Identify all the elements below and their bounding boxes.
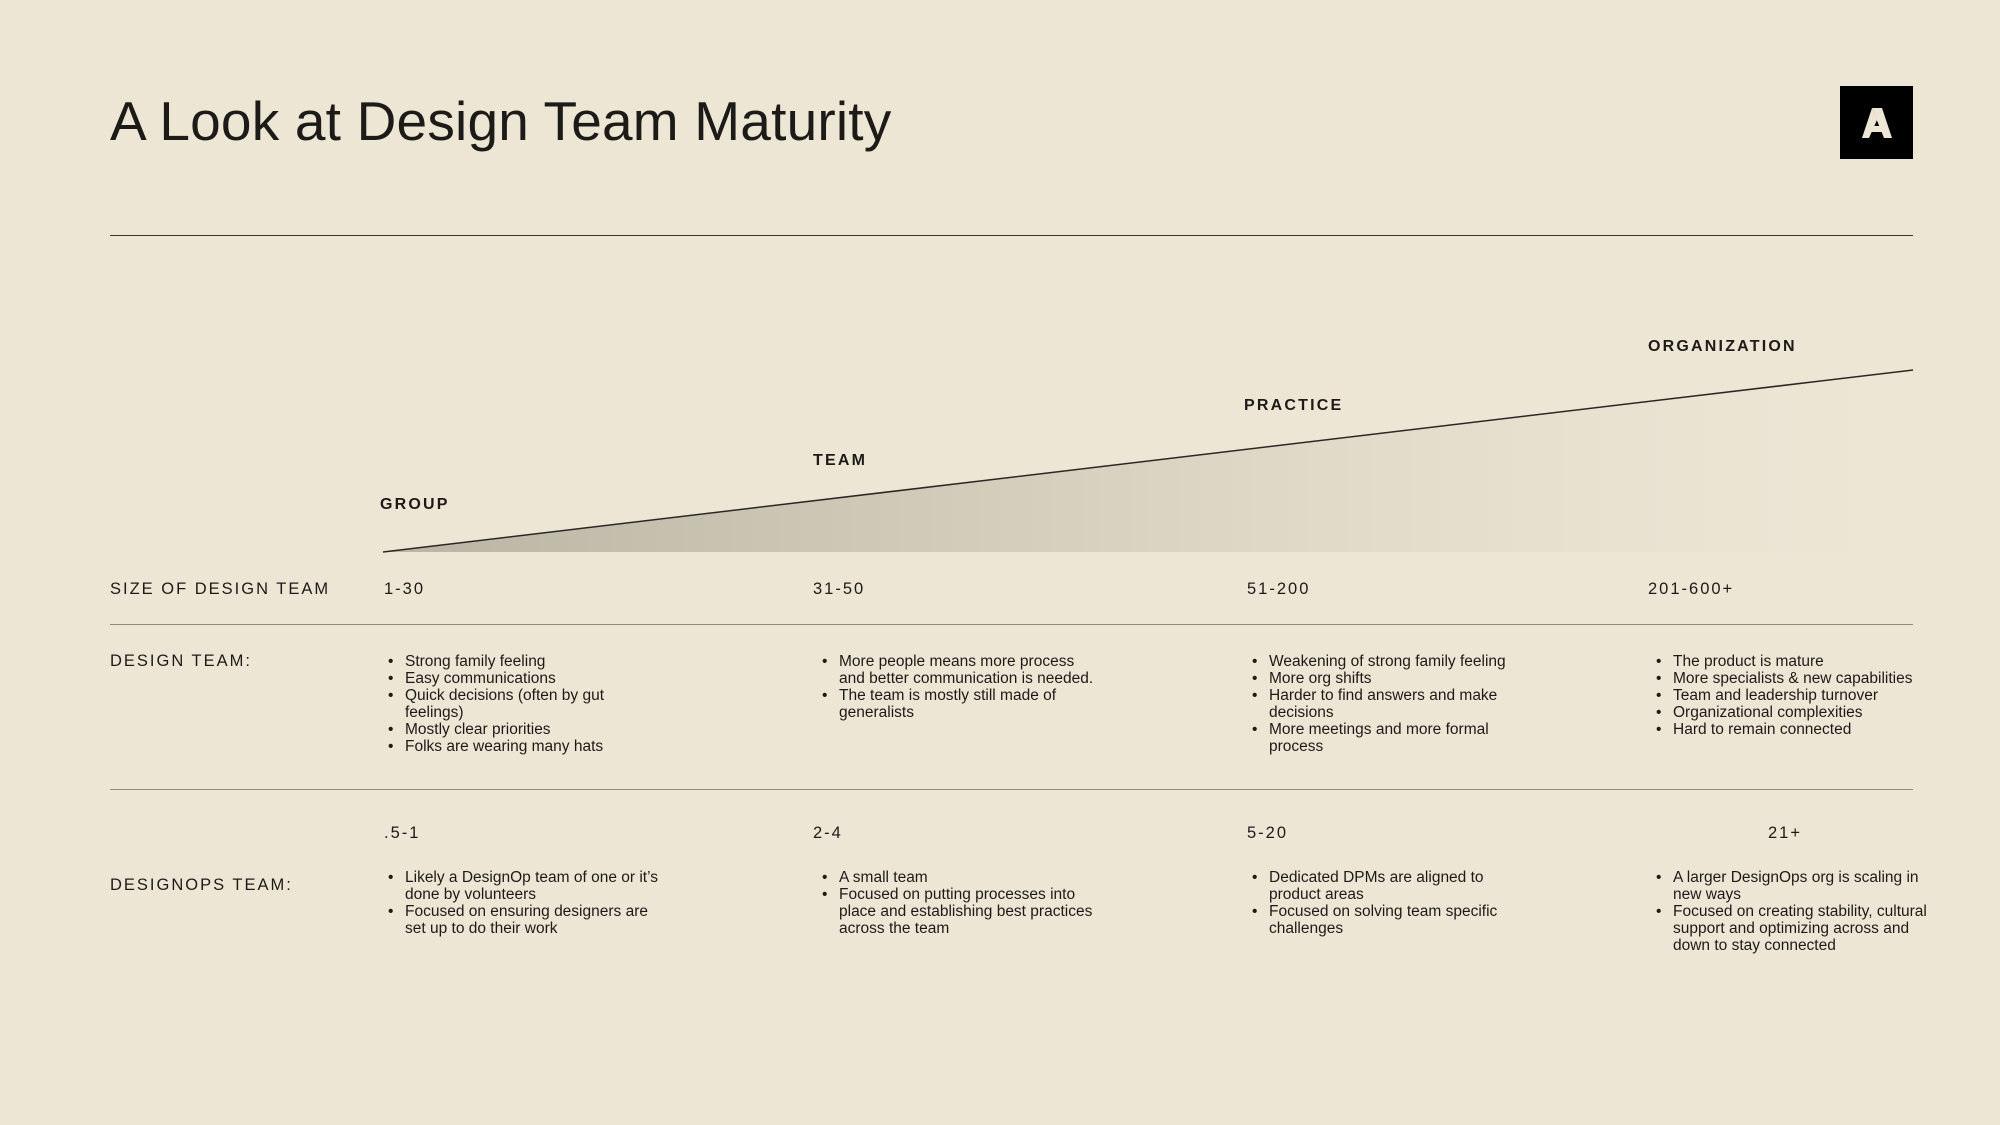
ops-list-team: A small team Focused on putting processe… [818,869,1099,937]
design-list-practice: Weakening of strong family feeling More … [1248,653,1539,755]
list-item: Focused on creating stability, cultural … [1656,903,1933,954]
list-item: Likely a DesignOp team of one or it’s do… [388,869,665,903]
adobe-a-logo-icon [1840,86,1913,159]
wedge-line [382,369,1914,553]
list-item: Harder to find answers and make decision… [1252,687,1539,721]
design-row-label: DESIGN TEAM: [110,652,252,670]
list-item: Strong family feeling [388,653,665,670]
list-item: The team is mostly still made of general… [822,687,1099,721]
size-row-label: SIZE OF DESIGN TEAM [110,580,331,598]
stage-organization: ORGANIZATION [1648,338,1797,355]
header-divider [110,235,1913,236]
list-item: Folks are wearing many hats [388,738,665,755]
list-item: Focused on putting processes into place … [822,886,1099,937]
list-item: Focused on ensuring designers are set up… [388,903,665,937]
list-item: A small team [822,869,1099,886]
design-list-team: More people means more process and bette… [818,653,1099,721]
list-item: More org shifts [1252,670,1539,687]
list-item: Easy communications [388,670,665,687]
list-item: Hard to remain connected [1656,721,1923,738]
list-item: More people means more process and bette… [822,653,1099,687]
list-item: More specialists & new capabilities [1656,670,1923,687]
size-value-team: 31-50 [813,580,866,598]
ops-value-practice: 5-20 [1247,824,1289,842]
stage-team: TEAM [813,452,868,469]
design-list-group: Strong family feeling Easy communication… [384,653,665,755]
ops-value-organization: 21+ [1768,824,1802,842]
list-item: Team and leadership turnover [1656,687,1923,704]
ops-value-team: 2-4 [813,824,843,842]
list-item: Mostly clear priorities [388,721,665,738]
size-value-organization: 201-600+ [1648,580,1735,598]
size-value-practice: 51-200 [1247,580,1311,598]
designops-row-label: DESIGNOPS TEAM: [110,876,293,894]
page-title: A Look at Design Team Maturity [110,90,892,152]
stage-practice: PRACTICE [1244,397,1344,414]
list-item: Organizational complexities [1656,704,1923,721]
list-item: Weakening of strong family feeling [1252,653,1539,670]
design-row-divider [110,789,1913,790]
list-item: More meetings and more formal process [1252,721,1539,755]
design-list-organization: The product is mature More specialists &… [1652,653,1923,738]
list-item: Quick decisions (often by gut feelings) [388,687,665,721]
list-item: A larger DesignOps org is scaling in new… [1656,869,1933,903]
list-item: Dedicated DPMs are aligned to product ar… [1252,869,1529,903]
ops-list-practice: Dedicated DPMs are aligned to product ar… [1248,869,1529,937]
list-item: The product is mature [1656,653,1923,670]
maturity-wedge [382,369,1914,553]
list-item: Focused on solving team specific challen… [1252,903,1529,937]
size-value-group: 1-30 [384,580,426,598]
size-row-divider [110,624,1913,625]
ops-value-group: .5-1 [384,824,421,842]
ops-list-group: Likely a DesignOp team of one or it’s do… [384,869,665,937]
stage-group: GROUP [380,496,450,513]
logo-glyph [1861,107,1892,138]
ops-list-organization: A larger DesignOps org is scaling in new… [1652,869,1933,954]
